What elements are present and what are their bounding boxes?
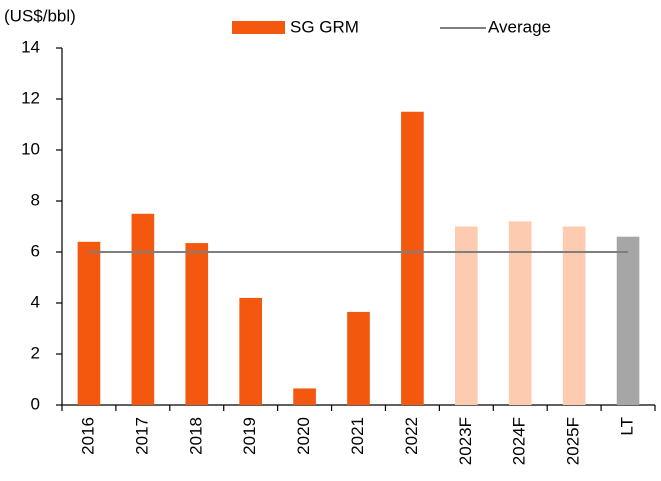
x-tick-label: 2021 <box>348 417 367 455</box>
bar <box>562 226 586 405</box>
y-tick-label: 10 <box>21 139 40 158</box>
legend-swatch <box>232 21 285 34</box>
x-tick-label: 2022 <box>402 417 421 455</box>
y-tick-label: 14 <box>21 37 40 56</box>
x-tick-label: 2017 <box>132 417 151 455</box>
y-axis-label: (US$/bbl) <box>4 6 76 25</box>
bar <box>616 236 640 405</box>
x-tick-label: 2020 <box>294 417 313 455</box>
legend-label: SG GRM <box>290 17 359 36</box>
bar <box>239 297 263 405</box>
y-tick-label: 2 <box>31 343 40 362</box>
y-tick-label: 0 <box>31 394 40 413</box>
bar <box>347 311 370 405</box>
bar <box>401 111 424 405</box>
y-tick-label: 6 <box>31 241 40 260</box>
x-tick-label: 2019 <box>240 417 259 455</box>
bar <box>77 241 101 405</box>
bar <box>454 226 478 405</box>
y-tick-label: 12 <box>21 88 40 107</box>
x-tick-label: 2023F <box>456 417 475 465</box>
x-tick-label: 2016 <box>78 417 97 455</box>
y-tick-label: 8 <box>31 190 40 209</box>
bar <box>508 221 532 405</box>
bar <box>131 213 155 405</box>
x-tick-label: 2018 <box>186 417 205 455</box>
legend-label: Average <box>488 17 551 36</box>
bar <box>185 243 209 405</box>
x-tick-label: 2024F <box>510 417 529 465</box>
bar <box>293 388 316 405</box>
x-tick-label: LT <box>618 417 637 436</box>
y-tick-label: 4 <box>31 292 40 311</box>
x-tick-label: 2025F <box>564 417 583 465</box>
